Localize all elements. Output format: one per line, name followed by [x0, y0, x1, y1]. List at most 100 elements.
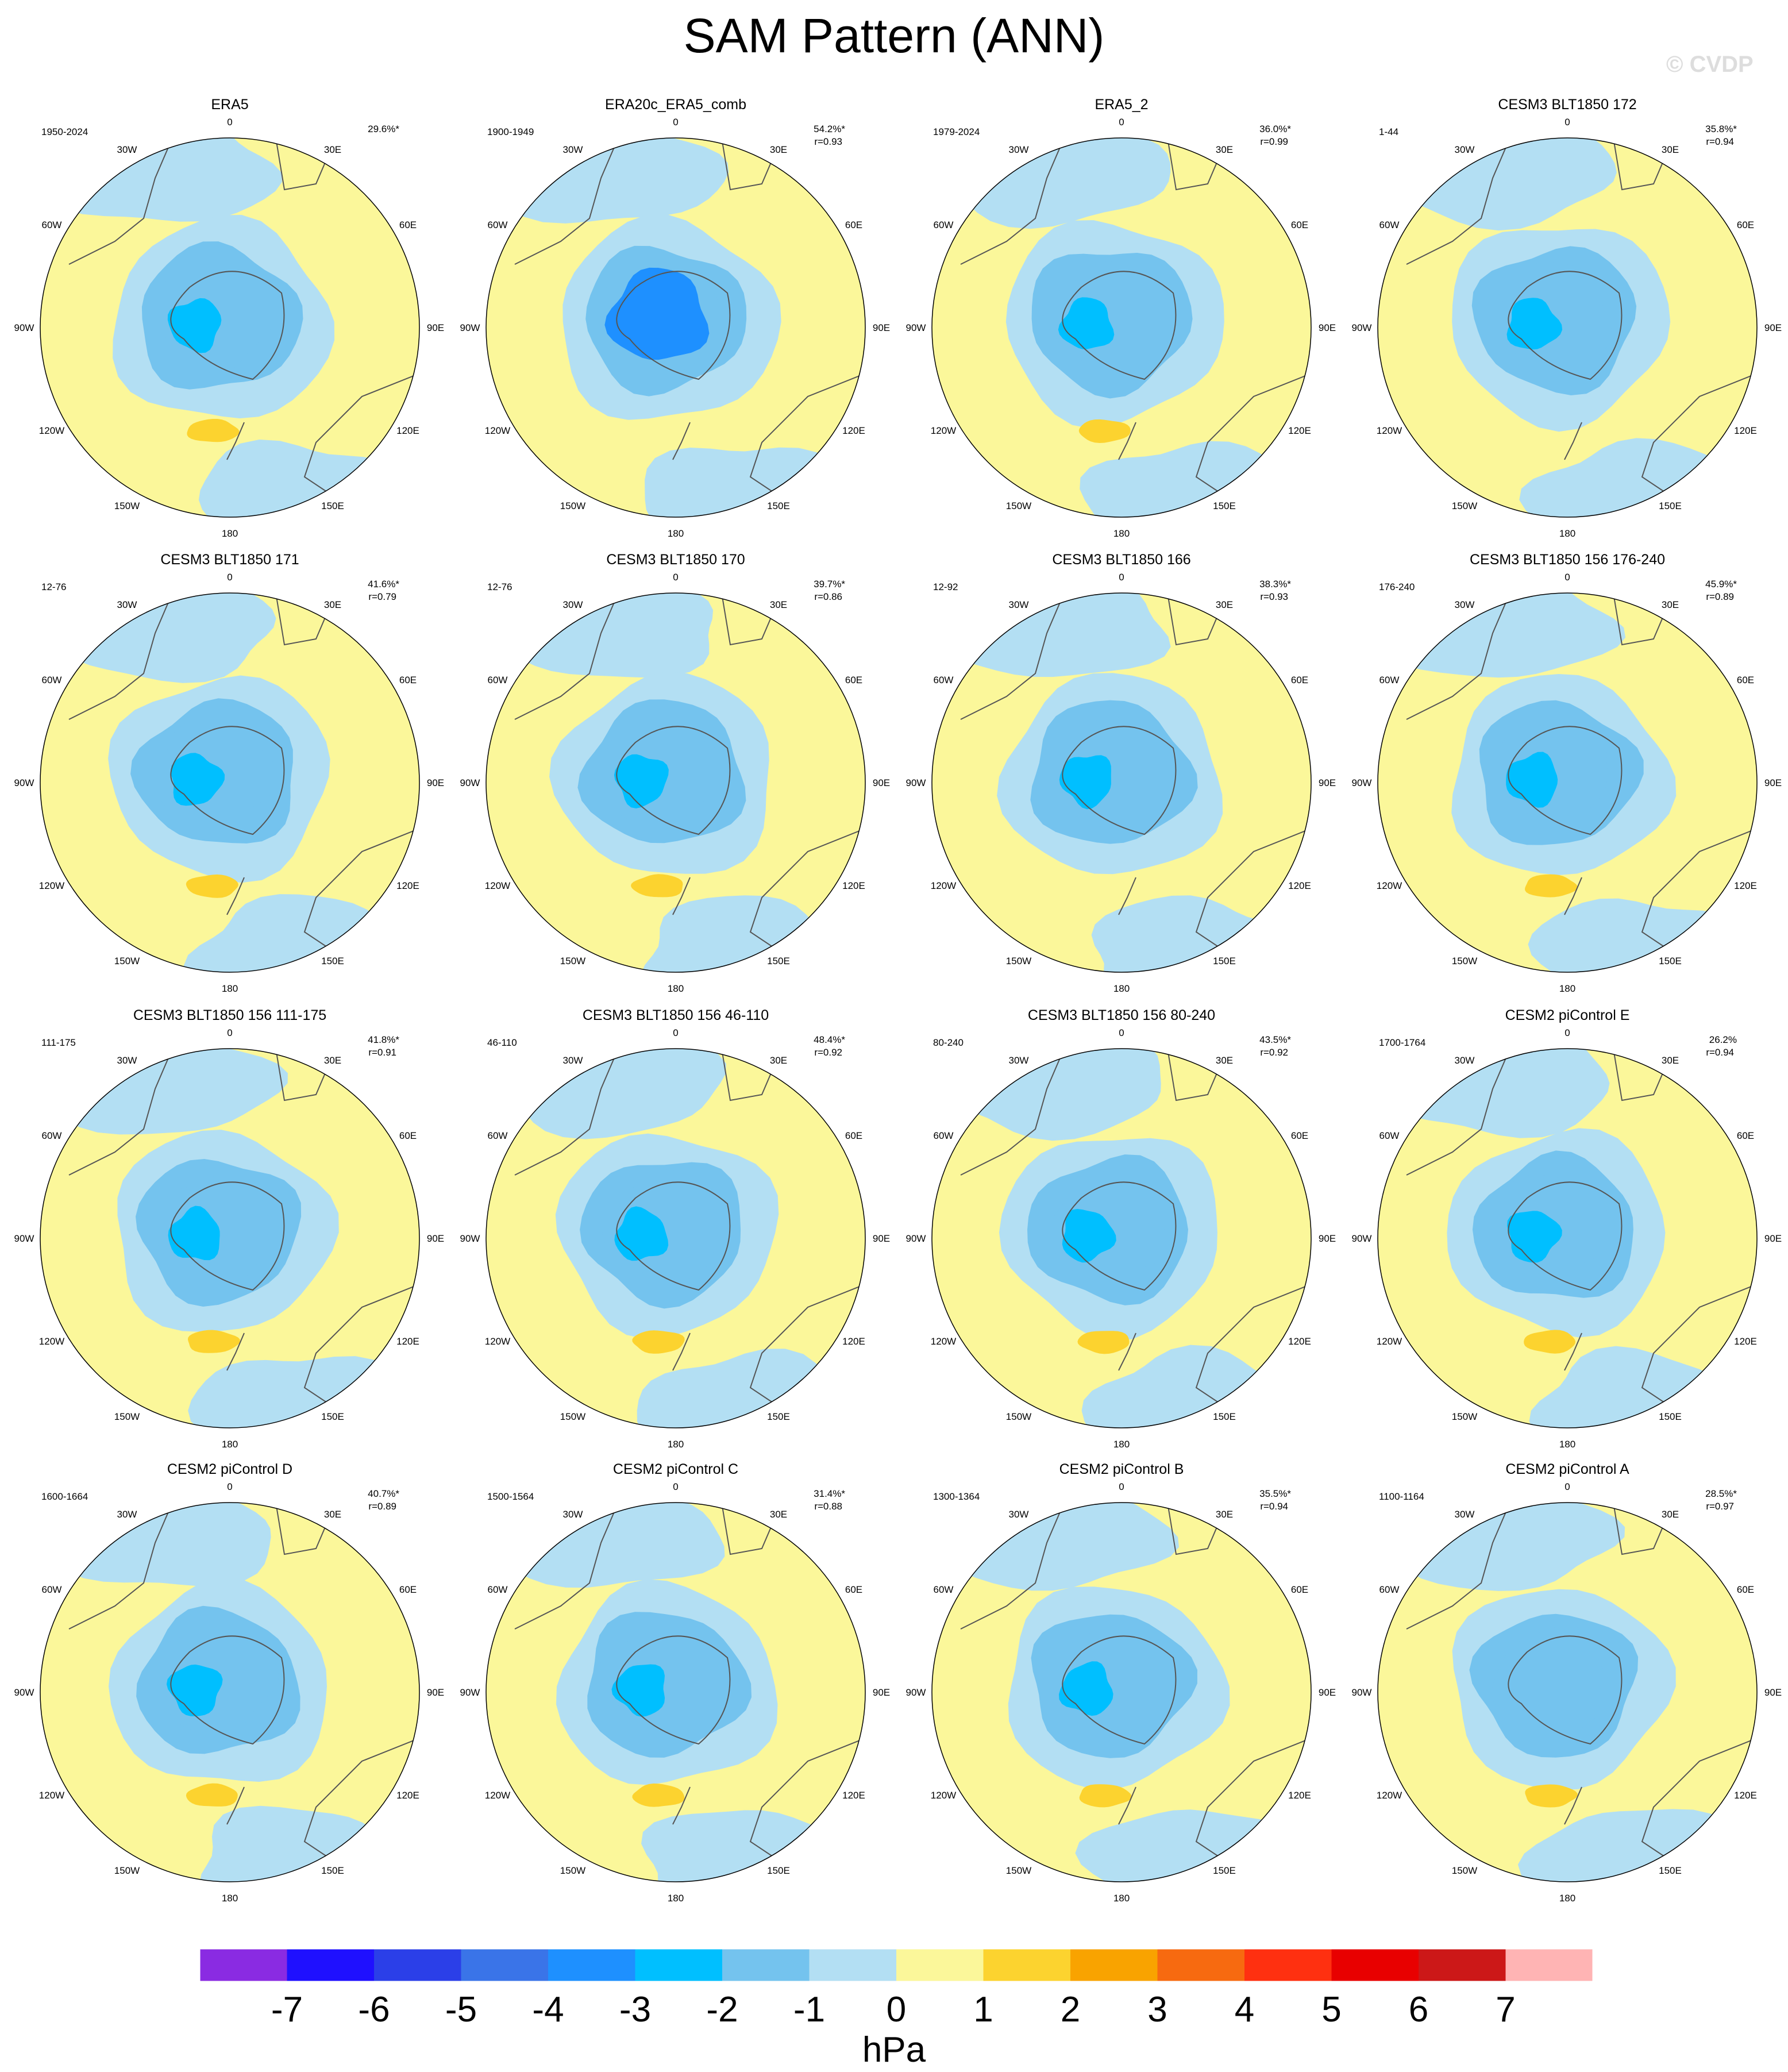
contour-level-neg1-0	[1529, 1346, 1745, 1428]
panel-period: 1950-2024	[41, 126, 88, 137]
longitude-label: 180	[1559, 1439, 1575, 1450]
map-panel: 0 30E 60E 90E 120E 150E 180 150W 120W 90W 60W 30W ER…	[460, 97, 891, 539]
panel-title: CESM3 BLT1850 171	[160, 552, 299, 568]
longitude-label: 30W	[1455, 1509, 1475, 1520]
field-contours	[40, 593, 419, 972]
panel-pattern-correlation: r=0.89	[368, 1501, 396, 1512]
longitude-label: 90W	[14, 1233, 34, 1244]
panel-variance-explained: 39.7%*	[814, 579, 845, 590]
panel-variance-explained: 40.7%*	[368, 1488, 399, 1499]
field-contours	[1378, 593, 1757, 972]
longitude-label: 150E	[1659, 500, 1682, 511]
longitude-label: 60W	[1379, 1584, 1400, 1595]
colorbar-swatch	[1157, 1949, 1245, 1981]
longitude-label: 90E	[1319, 1233, 1336, 1244]
map-border	[40, 1048, 420, 1428]
longitude-label: 120E	[842, 880, 865, 891]
contour-level-1-2	[1525, 874, 1578, 898]
watermark: © CVDP	[1666, 52, 1754, 77]
field-contours	[1378, 1503, 1757, 1882]
longitude-label: 30W	[1455, 599, 1475, 610]
field-contours	[486, 138, 865, 517]
longitude-label: 120E	[842, 425, 865, 436]
colorbar-swatch	[1505, 1949, 1593, 1981]
colorbar-swatch	[548, 1949, 635, 1981]
longitude-label: 30E	[1216, 599, 1233, 610]
longitude-label: 150W	[114, 500, 140, 511]
longitude-label: 30W	[563, 599, 583, 610]
longitude-label: 150W	[1452, 500, 1477, 511]
new-zealand-coastline	[672, 422, 691, 460]
antarctica-coastline	[170, 1181, 285, 1291]
contour-level-1-2	[631, 874, 683, 898]
map-panel: 0 30E 60E 90E 120E 150E 180 150W 120W 90W 60W 30W CE…	[1352, 97, 1782, 539]
longitude-label: 150E	[321, 1865, 344, 1876]
new-zealand-coastline	[1118, 422, 1136, 460]
panel-period: 12-76	[487, 581, 512, 592]
longitude-label: 60W	[1379, 675, 1400, 685]
longitude-label: 120W	[39, 1336, 64, 1347]
longitude-label: 60W	[934, 1584, 954, 1595]
colorbar-units-label: hPa	[862, 2030, 926, 2070]
longitude-label: 150E	[1659, 1865, 1682, 1876]
longitude-label: 60E	[845, 219, 862, 230]
panel-pattern-correlation: r=0.94	[1260, 1501, 1288, 1512]
colorbar-tick-label: 6	[1409, 1990, 1428, 2029]
longitude-label: 30E	[1216, 1055, 1233, 1066]
colorbar-frame	[199, 1948, 1593, 1982]
field-contours	[40, 138, 419, 517]
longitude-label: 30W	[563, 144, 583, 155]
contour-level-neg1-0	[641, 1810, 862, 1882]
map-border	[40, 137, 420, 518]
contour-level-neg1-0	[1081, 1345, 1289, 1428]
longitude-label: 150W	[1006, 500, 1031, 511]
longitude-label: 150E	[321, 1411, 344, 1422]
longitude-label: 30W	[117, 1509, 137, 1520]
longitude-label: 90E	[873, 777, 890, 788]
longitude-label: 120W	[931, 1790, 956, 1801]
longitude-label: 60E	[845, 1130, 862, 1141]
panel-title: CESM3 BLT1850 172	[1498, 97, 1636, 113]
panel-period: 46-110	[487, 1037, 517, 1048]
longitude-label: 30W	[1455, 144, 1475, 155]
antarctica-coastline	[1508, 271, 1623, 380]
longitude-label: 30E	[1662, 144, 1679, 155]
longitude-label: 180	[668, 1893, 684, 1904]
antarctica-coastline	[170, 271, 285, 380]
panel-title: CESM3 BLT1850 170	[606, 552, 745, 568]
contour-level-1-2	[1079, 1784, 1132, 1808]
panel-pattern-correlation: r=0.86	[814, 591, 842, 602]
longitude-label: 120W	[931, 1336, 956, 1347]
map-panel: 0 30E 60E 90E 120E 150E 180 150W 120W 90W 60W 30W CE…	[460, 1461, 891, 1904]
panel-variance-explained: 54.2%*	[814, 124, 845, 134]
longitude-label: 120E	[1288, 1790, 1311, 1801]
colorbar-swatch	[374, 1949, 461, 1981]
longitude-label: 90E	[1764, 1687, 1782, 1698]
map-border	[40, 592, 420, 973]
new-zealand-coastline	[672, 877, 691, 915]
colorbar-tick-label: 7	[1496, 1990, 1515, 2029]
panel-title: CESM2 piControl D	[167, 1461, 292, 1477]
antarctica-coastline	[1062, 1181, 1177, 1291]
new-zealand-coastline	[1564, 1786, 1582, 1825]
contour-level-1-2	[1525, 1784, 1578, 1808]
longitude-label: 90E	[873, 322, 890, 333]
panel-variance-explained: 29.6%*	[368, 124, 399, 134]
longitude-label: 0	[673, 1481, 678, 1492]
panel-period: 1600-1664	[41, 1491, 88, 1502]
longitude-label: 60W	[488, 219, 508, 230]
longitude-label: 180	[1113, 528, 1130, 539]
contour-level-neg1-0	[1091, 895, 1308, 972]
field-contours	[486, 1049, 865, 1428]
contour-level-neg4	[604, 267, 710, 360]
longitude-label: 150W	[1006, 1411, 1031, 1422]
longitude-label: 120W	[931, 880, 956, 891]
longitude-label: 120E	[396, 425, 419, 436]
contour-level-neg1-0	[932, 593, 1171, 677]
antarctica-coastline	[1508, 1181, 1623, 1291]
panel-variance-explained: 38.3%*	[1259, 579, 1291, 590]
colorbar-tick-label: -4	[532, 1990, 564, 2029]
contour-level-neg3	[1506, 298, 1563, 350]
longitude-label: 180	[1559, 983, 1575, 994]
contour-level-neg3	[167, 298, 222, 353]
